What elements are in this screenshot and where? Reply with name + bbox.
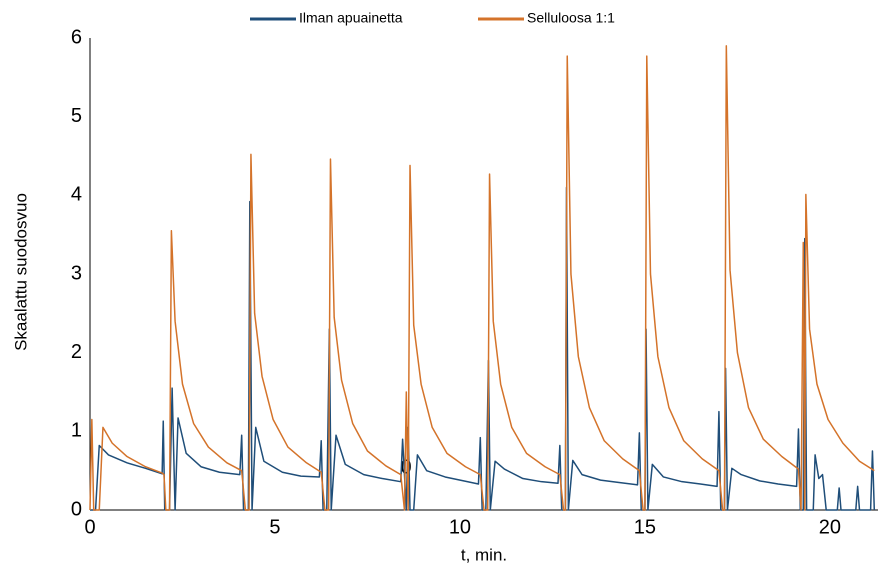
y-tick-label: 3 (71, 262, 82, 284)
y-tick-label: 0 (71, 498, 82, 520)
y-tick-label: 6 (71, 26, 82, 48)
x-tick-label: 15 (634, 516, 656, 538)
y-tick-label: 5 (71, 105, 82, 127)
x-tick-label: 20 (819, 516, 841, 538)
y-axis-title: Skaalattu suodosvuo (11, 193, 30, 351)
x-axis-title: t, min. (461, 545, 507, 564)
y-tick-label: 2 (71, 341, 82, 363)
x-tick-label: 0 (84, 516, 95, 538)
x-tick-label: 5 (269, 516, 280, 538)
legend-label: Selluloosa 1:1 (527, 10, 615, 26)
y-tick-label: 4 (71, 184, 82, 206)
annotation: 0 (400, 456, 411, 478)
data-line (89, 45, 875, 511)
data-line (90, 186, 876, 511)
legend-label: Ilman apuainetta (299, 10, 403, 26)
y-tick-label: 1 (71, 420, 82, 442)
x-tick-label: 10 (449, 516, 471, 538)
